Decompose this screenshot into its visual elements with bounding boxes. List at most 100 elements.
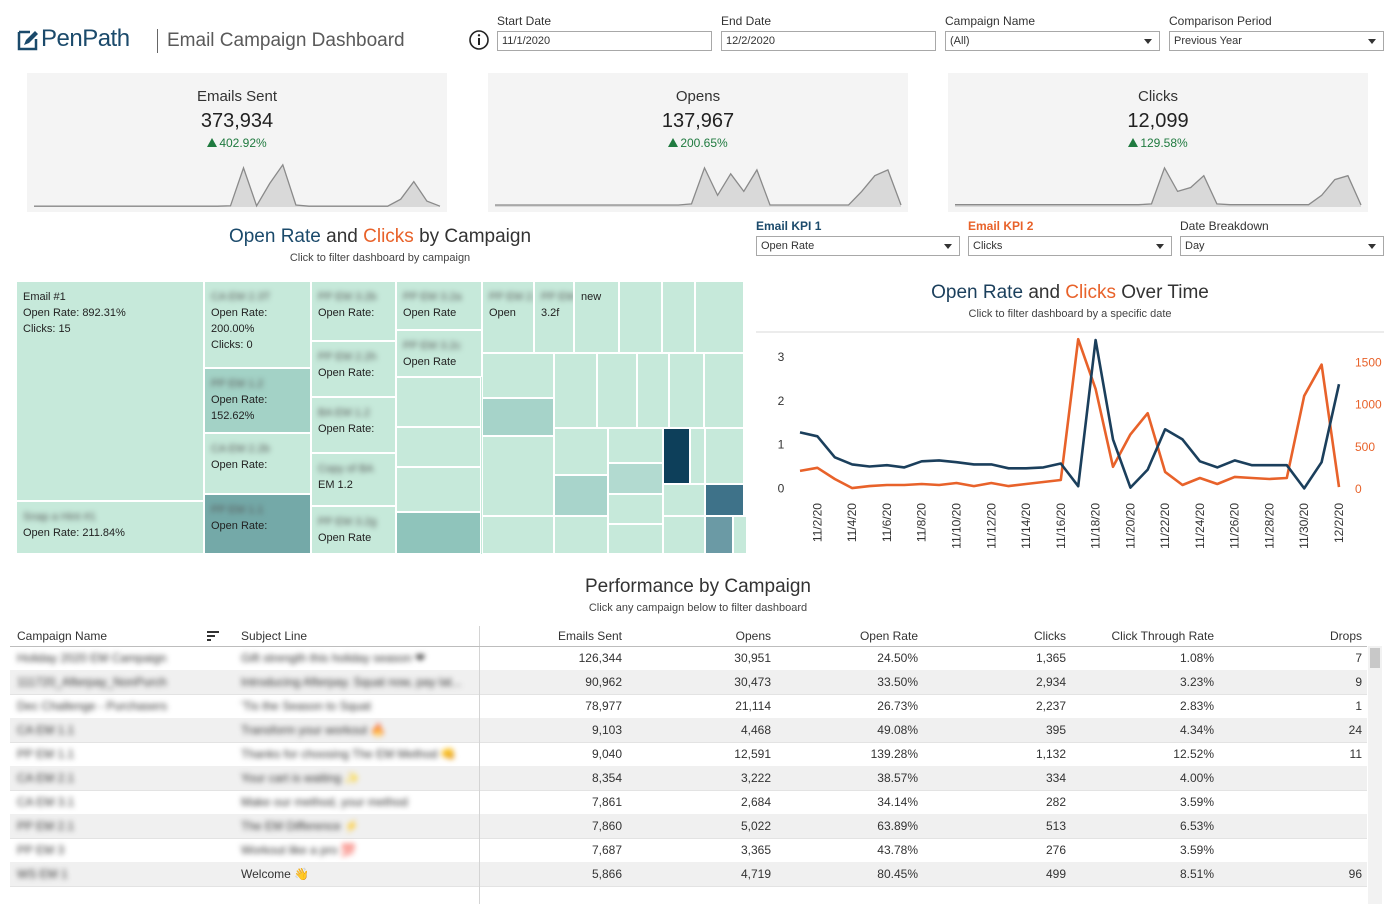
table-cell[interactable]: 513 xyxy=(1045,819,1066,833)
table-cell[interactable]: Dec Challenge - Purchasers xyxy=(17,699,168,713)
table-cell[interactable]: 1.08% xyxy=(1179,651,1214,665)
treemap-cell[interactable] xyxy=(554,353,597,428)
treemap-cell[interactable] xyxy=(733,516,747,554)
column-header[interactable]: Click Through Rate xyxy=(1111,629,1215,643)
treemap-cell[interactable] xyxy=(690,428,705,484)
table-cell[interactable]: 276 xyxy=(1045,843,1066,857)
table-cell[interactable]: 11 xyxy=(1349,747,1362,761)
table-cell[interactable]: 1,132 xyxy=(1035,747,1066,761)
table-cell[interactable]: 78,977 xyxy=(585,699,622,713)
treemap-cell[interactable]: new xyxy=(574,281,619,353)
table-cell[interactable]: The EM Difference ⚡ xyxy=(241,819,360,833)
kpi-card[interactable]: Emails Sent 373,934 402.92% xyxy=(27,73,447,212)
table-cell[interactable]: 4,719 xyxy=(740,867,771,881)
column-header[interactable]: Subject Line xyxy=(241,629,308,643)
table-cell[interactable]: PP EM 1.1 xyxy=(17,747,75,761)
table-cell[interactable]: 9,040 xyxy=(591,747,622,761)
table-cell[interactable]: 8,354 xyxy=(591,771,622,785)
treemap-cell[interactable]: Email #1 Open Rate: 892.31% Clicks: 15 xyxy=(16,281,204,501)
column-header[interactable]: Emails Sent xyxy=(557,629,622,643)
treemap-cell[interactable] xyxy=(608,524,663,554)
scrollbar-thumb[interactable] xyxy=(1370,648,1380,668)
treemap-cell[interactable]: PP EM 3.2a Open Rate xyxy=(396,281,482,330)
treemap-cell[interactable]: PP EM 2.2f Open xyxy=(482,281,534,353)
table-cell[interactable]: 126,344 xyxy=(578,651,622,665)
treemap-cell[interactable]: PP EM 3.2f xyxy=(534,281,574,353)
treemap-cell[interactable]: PP EM 1.2 Open Rate: 152.62% xyxy=(204,368,311,433)
table-cell[interactable]: 2,934 xyxy=(1035,675,1066,689)
treemap-cell[interactable]: Snap a Hint #1 Open Rate: 211.84% xyxy=(16,501,204,554)
treemap-cell[interactable] xyxy=(619,281,662,353)
table-cell[interactable]: 5,866 xyxy=(591,867,622,881)
table-cell[interactable]: 1 xyxy=(1355,699,1362,713)
table-cell[interactable]: 26.73% xyxy=(877,699,918,713)
table-cell[interactable]: 49.08% xyxy=(877,723,918,737)
treemap-cell[interactable] xyxy=(608,428,663,463)
treemap-cell[interactable] xyxy=(597,353,637,428)
table-cell[interactable]: 395 xyxy=(1045,723,1066,737)
table-cell[interactable]: 3.59% xyxy=(1179,795,1214,809)
treemap-cell[interactable] xyxy=(669,353,704,428)
filter-input[interactable]: 12/2/2020 xyxy=(721,31,936,51)
treemap-cell[interactable]: BA EM 1.2 Open Rate: xyxy=(311,397,396,453)
column-header[interactable]: Campaign Name xyxy=(17,629,108,643)
table-cell[interactable]: 499 xyxy=(1045,867,1066,881)
treemap-cell[interactable]: PP EM 3.2c Open Rate xyxy=(396,330,482,377)
table-cell[interactable]: 5,022 xyxy=(740,819,771,833)
table-cell[interactable]: Your cart is waiting ✨ xyxy=(241,771,360,785)
table-cell[interactable]: 1,365 xyxy=(1035,651,1066,665)
treemap-cell[interactable]: CA EM 2.3T Open Rate: 200.00% Clicks: 0 xyxy=(204,281,311,368)
table-cell[interactable]: 7,861 xyxy=(591,795,622,809)
table-cell[interactable]: CA EM 3.1 xyxy=(17,795,75,809)
table-cell[interactable]: CA EM 2.1 xyxy=(17,771,75,785)
table-cell[interactable]: Welcome 👋 xyxy=(241,867,310,881)
selector-input[interactable]: Day xyxy=(1180,236,1384,256)
table-cell[interactable]: Gift strength this holiday season ❤ xyxy=(241,651,426,665)
kpi-card[interactable]: Clicks 12,099 129.58% xyxy=(948,73,1368,212)
table-cell[interactable]: 3.59% xyxy=(1179,843,1214,857)
table-cell[interactable]: Holiday 2020 EM Campaign xyxy=(17,651,167,665)
table-cell[interactable]: 4.34% xyxy=(1179,723,1214,737)
table-cell[interactable]: 2,684 xyxy=(740,795,771,809)
treemap-cell[interactable] xyxy=(663,484,705,516)
treemap-cell[interactable] xyxy=(705,484,744,516)
table-cell[interactable]: CA EM 1.1 xyxy=(17,723,75,737)
treemap-cell[interactable] xyxy=(705,516,733,554)
table-cell[interactable]: 4.00% xyxy=(1179,771,1214,785)
treemap-cell[interactable] xyxy=(704,353,744,428)
column-header[interactable]: Opens xyxy=(735,629,771,643)
treemap-cell[interactable] xyxy=(663,428,690,484)
filter-input[interactable]: 11/1/2020 xyxy=(497,31,712,51)
table-cell[interactable]: WS EM 1 xyxy=(17,867,68,881)
treemap-cell[interactable] xyxy=(482,516,554,554)
filter-input[interactable]: (All) xyxy=(945,31,1160,51)
table-cell[interactable]: 'Tis the Season to Squat xyxy=(241,699,371,713)
sort-icon[interactable] xyxy=(207,631,219,641)
treemap-cell[interactable] xyxy=(662,281,695,353)
treemap-cell[interactable] xyxy=(396,427,481,467)
kpi-card[interactable]: Opens 137,967 200.65% xyxy=(488,73,908,212)
table-cell[interactable]: Transform your workout 🔥 xyxy=(241,723,386,737)
treemap-cell[interactable]: PP EM 2.2h Open Rate: xyxy=(311,341,396,397)
selector-input[interactable]: Open Rate xyxy=(756,236,960,256)
column-header[interactable]: Drops xyxy=(1329,629,1362,643)
table-cell[interactable]: 8.51% xyxy=(1179,867,1214,881)
table-cell[interactable]: 63.89% xyxy=(877,819,918,833)
table-cell[interactable]: 2,237 xyxy=(1035,699,1066,713)
table-cell[interactable]: 111720_Afterpay_NonPurch xyxy=(17,675,167,689)
treemap-cell[interactable] xyxy=(482,436,554,516)
table-cell[interactable]: Make our method, your method xyxy=(241,795,408,809)
treemap-cell[interactable] xyxy=(608,494,663,524)
table-cell[interactable]: 24 xyxy=(1348,723,1362,737)
table-cell[interactable]: 6.53% xyxy=(1179,819,1214,833)
treemap-cell[interactable] xyxy=(396,377,481,427)
filter-input[interactable]: Previous Year xyxy=(1169,31,1384,51)
table-cell[interactable]: 334 xyxy=(1045,771,1066,785)
table-cell[interactable]: 3,365 xyxy=(740,843,771,857)
table-cell[interactable]: 38.57% xyxy=(877,771,918,785)
treemap-cell[interactable]: Copy of BA EM 1.2 xyxy=(311,453,396,506)
table-cell[interactable]: 24.50% xyxy=(877,651,918,665)
treemap-cell[interactable]: PP EM 3.2b Open Rate: xyxy=(311,281,396,341)
treemap-cell[interactable] xyxy=(608,463,663,494)
column-header[interactable]: Open Rate xyxy=(859,629,918,643)
